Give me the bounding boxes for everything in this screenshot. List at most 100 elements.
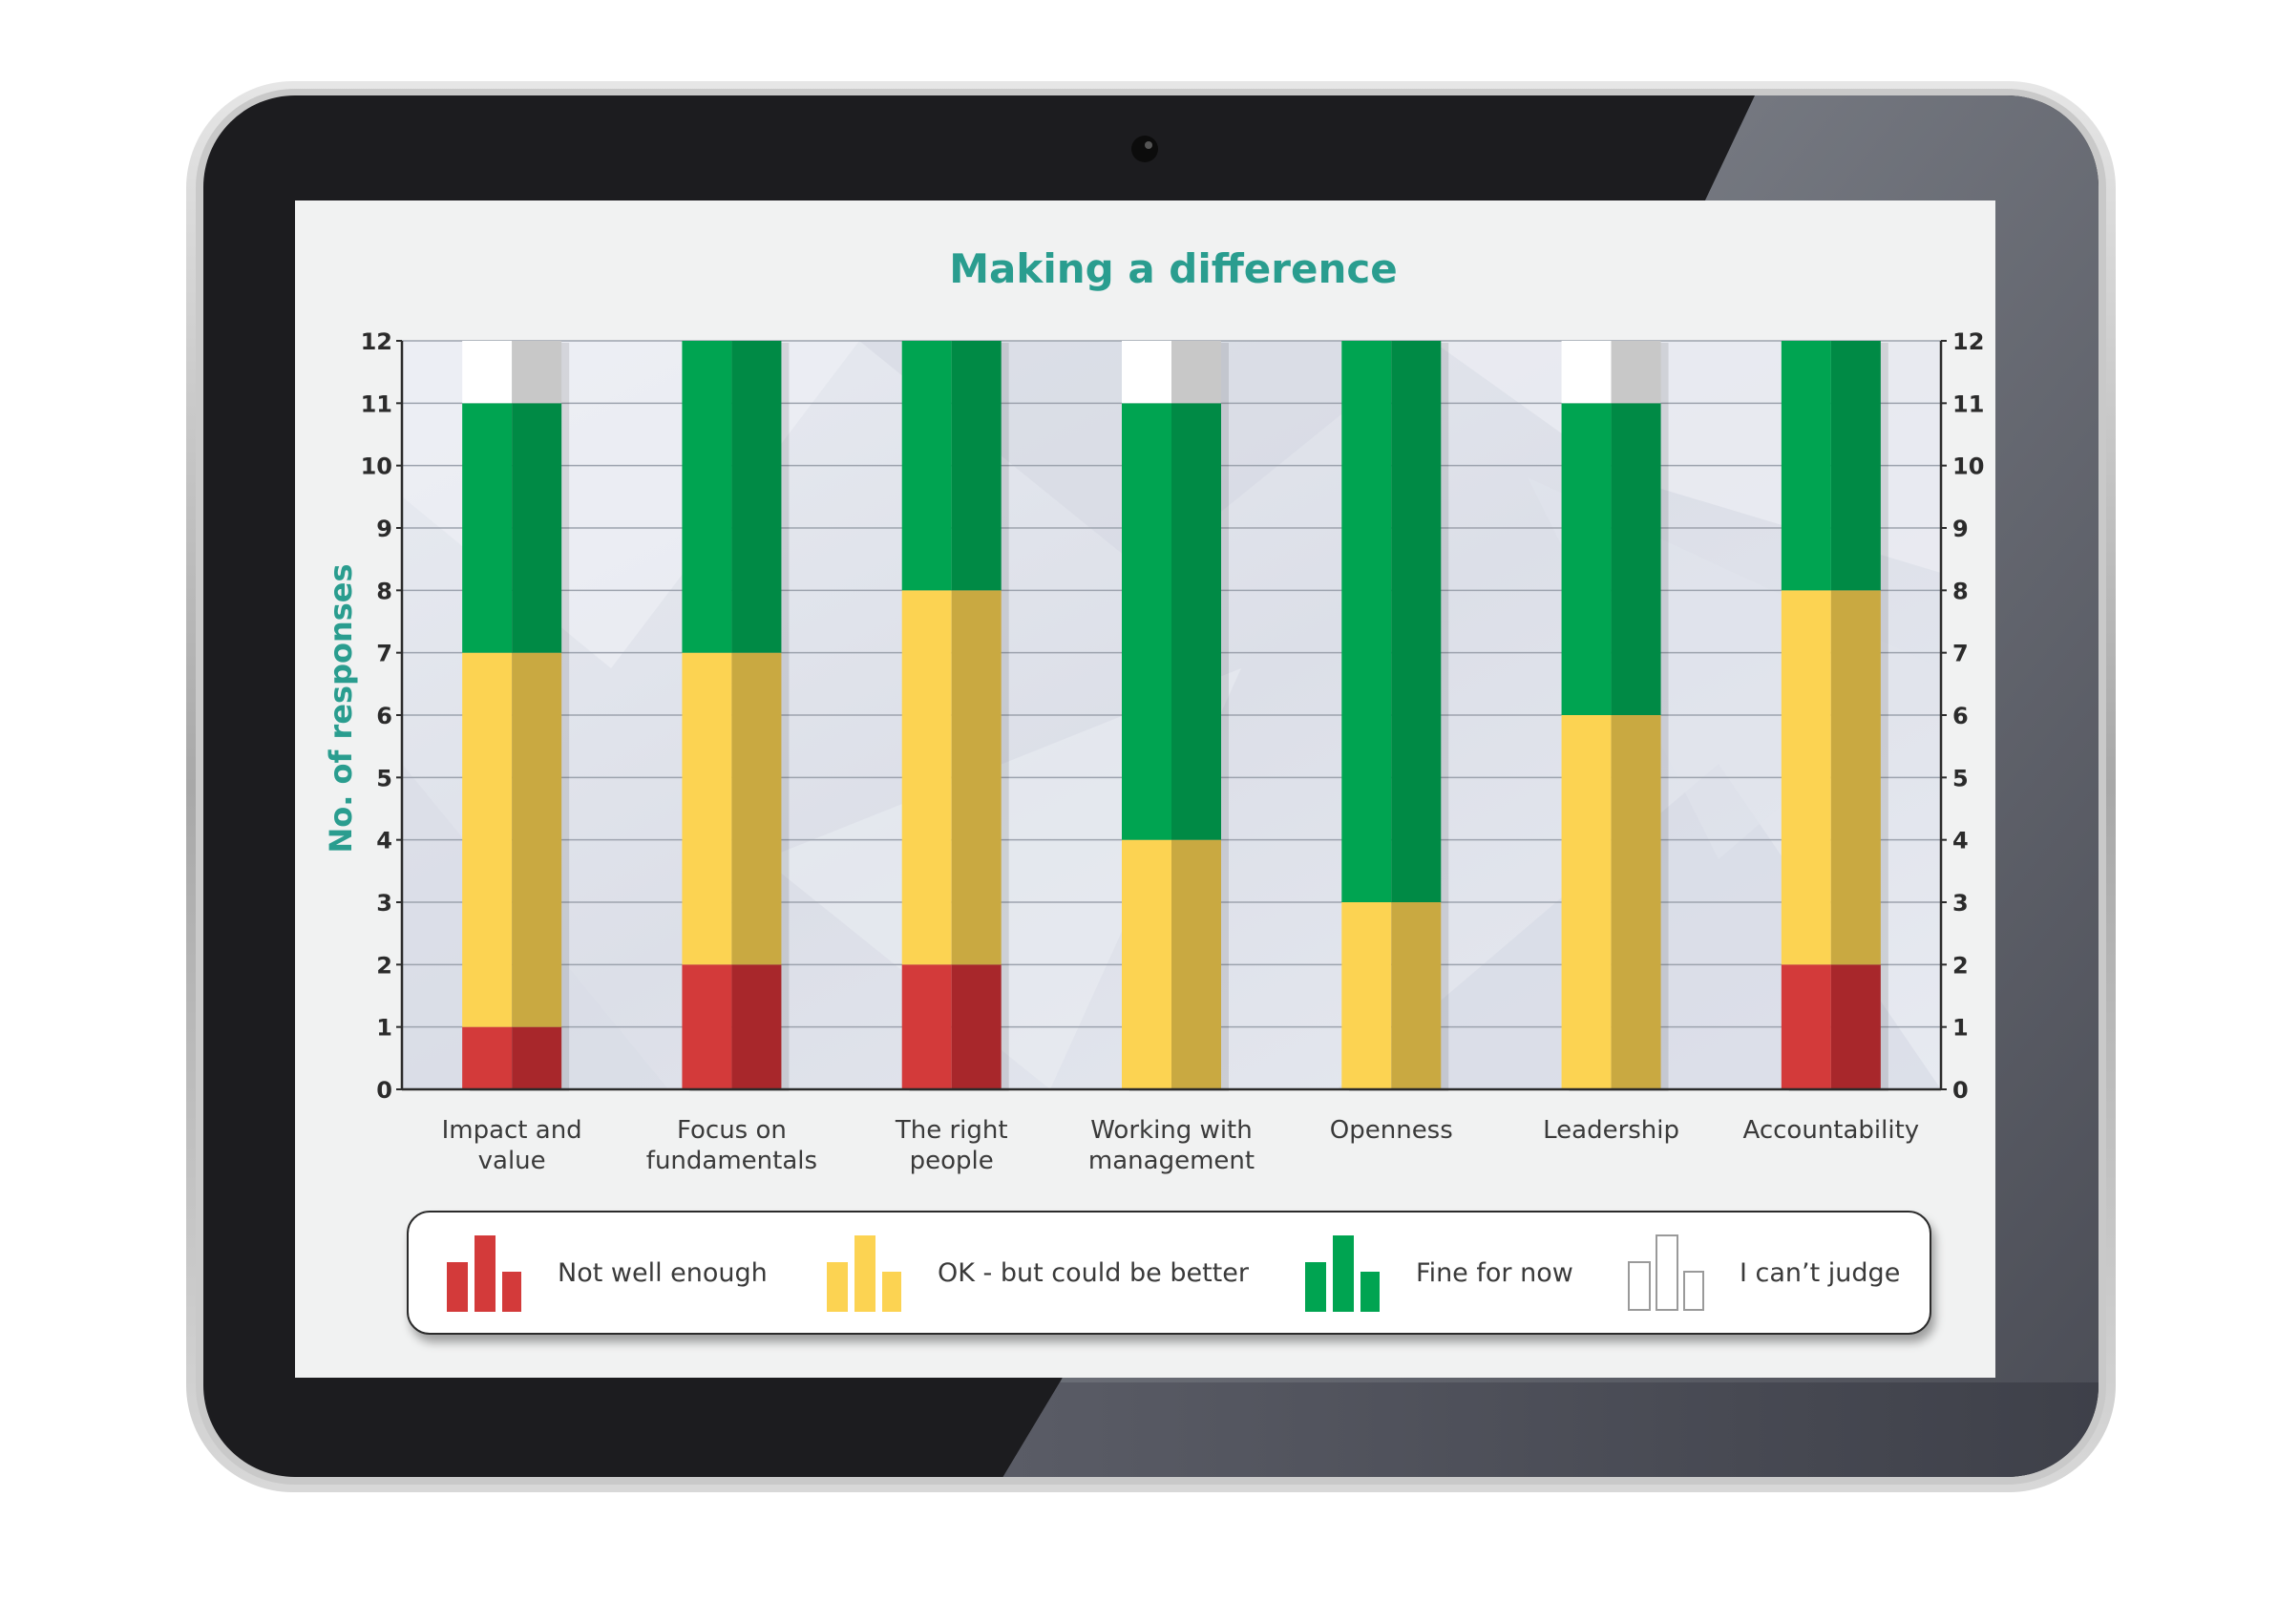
y-tick-label: 4 (376, 828, 392, 854)
bar-segment (1341, 902, 1442, 1089)
y-tick-label: 12 (361, 328, 392, 355)
bar-segment (462, 1026, 562, 1089)
bar-segment (462, 652, 562, 1027)
x-tick-label: fundamentals (646, 1147, 817, 1175)
y-tick-label: 0 (376, 1077, 392, 1104)
y-tick-label-right: 5 (1952, 765, 1969, 791)
bar-segment-shade (951, 590, 1002, 965)
y-tick-label: 8 (376, 578, 392, 604)
bar-segment-light (462, 341, 513, 404)
bar-segment-shade (1391, 902, 1442, 1089)
bar-segment-shade (1171, 839, 1221, 1089)
bar-segment (1781, 964, 1881, 1089)
bar-segment-shade (731, 652, 782, 965)
bar-segment-light (462, 403, 513, 653)
x-tick-label: Working with (1090, 1116, 1252, 1145)
y-tick-label-right: 6 (1952, 703, 1969, 729)
y-tick-label: 5 (376, 765, 392, 791)
bar-segment-light (901, 590, 952, 965)
bar-segment-light (1122, 839, 1171, 1089)
bar-segment-shade (1830, 341, 1881, 591)
bar-chart-icon (1628, 1234, 1704, 1311)
bar-segment-light (1341, 902, 1392, 1089)
y-tick-label-right: 11 (1952, 390, 1984, 417)
bar-segment (462, 341, 562, 404)
bar-segment (1122, 839, 1221, 1089)
x-tick-label: value (478, 1147, 546, 1175)
bar-segment-light (682, 964, 732, 1089)
bar-segment-light (901, 964, 952, 1089)
y-tick-label-right: 12 (1952, 328, 1984, 355)
bar-segment (682, 652, 782, 965)
legend-label: Fine for now (1416, 1257, 1573, 1288)
bar-segment-shade (1611, 341, 1661, 404)
legend-label: Not well enough (558, 1257, 768, 1288)
legend-label: I can’t judge (1740, 1257, 1901, 1288)
bar-segment (1781, 590, 1881, 965)
bar-segment (901, 341, 1002, 591)
legend-item: OK - but could be better (825, 1213, 1249, 1333)
bar-segment-shade (1830, 964, 1881, 1089)
bar-segment-shade (1611, 715, 1661, 1089)
bar-segment-light (1122, 341, 1171, 404)
bar-segment-shade (1830, 590, 1881, 965)
legend-label: OK - but could be better (938, 1257, 1249, 1288)
bar-segment (1561, 403, 1661, 715)
bar-segment (682, 341, 782, 653)
x-tick-label: Focus on (677, 1116, 787, 1145)
y-tick-label-right: 0 (1952, 1077, 1969, 1104)
bar-segment (1561, 715, 1661, 1089)
bar-segment-shade (1611, 403, 1661, 715)
bar-segment-light (1781, 590, 1831, 965)
x-tick-label: people (910, 1147, 994, 1175)
bar-segment-shade (1171, 341, 1221, 404)
bar-segment-shade (512, 341, 562, 404)
bar-chart-icon (827, 1235, 901, 1312)
bar-segment-light (462, 652, 513, 1027)
bar-segment (901, 964, 1002, 1089)
y-tick-label: 7 (376, 641, 392, 667)
bar-segment-light (1561, 403, 1612, 715)
bar-segment (1561, 341, 1661, 404)
bar-segment-shade (731, 964, 782, 1089)
y-tick-label-right: 7 (1952, 641, 1969, 667)
y-tick-label-right: 4 (1952, 828, 1969, 854)
bar-segment-light (682, 652, 732, 965)
bar-segment-shade (731, 341, 782, 653)
bar-segment (901, 590, 1002, 965)
y-tick-label: 1 (376, 1015, 392, 1042)
legend-item: Not well enough (445, 1213, 768, 1333)
bar-segment-light (1561, 715, 1612, 1089)
bar-segment-shade (1171, 403, 1221, 840)
y-tick-label: 3 (376, 890, 392, 917)
y-tick-label-right: 9 (1952, 516, 1969, 542)
bar-segment (462, 403, 562, 653)
y-tick-label-right: 1 (1952, 1015, 1969, 1042)
bar-segment-shade (512, 403, 562, 653)
bar-segment-shade (1391, 341, 1442, 902)
bar-segment-light (682, 341, 732, 653)
x-tick-label: The right (895, 1116, 1008, 1145)
bar-segment-shade (951, 964, 1002, 1089)
bar-segment-shade (512, 652, 562, 1027)
bar-segment-light (1341, 341, 1392, 902)
bar-segment (1122, 341, 1221, 404)
y-tick-label-right: 10 (1952, 453, 1984, 480)
bar-segment (682, 964, 782, 1089)
y-axis-label: No. of responses (323, 563, 359, 853)
bar-chart-icon (447, 1235, 521, 1312)
y-tick-label: 9 (376, 516, 392, 542)
bar-chart-icon (1305, 1235, 1380, 1312)
y-tick-label: 11 (361, 390, 392, 417)
bar-segment (1341, 341, 1442, 902)
bar-segment-light (1781, 964, 1831, 1089)
bar-segment-light (1122, 403, 1171, 840)
camera-icon (1131, 136, 1158, 162)
chart-legend: Not well enough OK - but could be better F… (407, 1211, 1931, 1335)
bar-segment-shade (512, 1026, 562, 1089)
bar-segment-light (1781, 341, 1831, 591)
x-tick-label: Openness (1330, 1116, 1453, 1145)
y-tick-label-right: 2 (1952, 952, 1969, 979)
bar-segment-shade (951, 341, 1002, 591)
